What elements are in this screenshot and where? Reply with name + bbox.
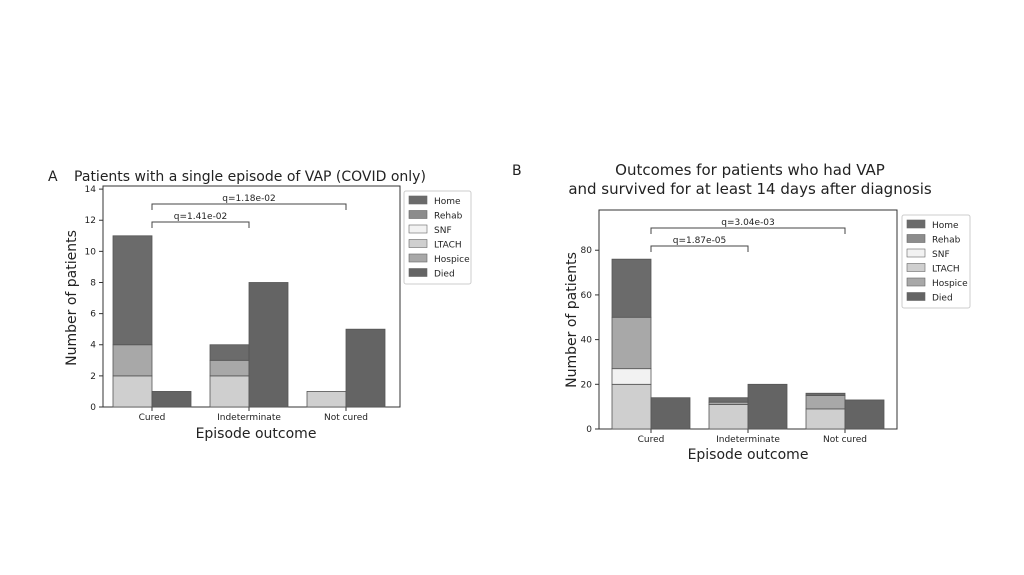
panel-b-bar-cured-ltach <box>611 383 652 430</box>
panel-b-q-value-label: q=3.04e-03 <box>721 218 775 228</box>
panel-a-ytick-label: 4 <box>90 341 96 351</box>
panel-a-legend-label-died: Died <box>434 270 455 280</box>
panel-a: A Patients with a single episode of VAP … <box>48 169 472 442</box>
panel-b-bar-indeterminate-died <box>747 383 788 430</box>
panel-b-legend-swatch-died <box>906 292 926 301</box>
panel-b-ytick-label: 80 <box>581 246 593 256</box>
panel-b-legend-swatch-snf <box>906 248 926 258</box>
panel-a-significance-bracket <box>151 203 347 210</box>
panel-a-ytick-label: 14 <box>85 185 97 195</box>
panel-a-bar-indeterminate-ltach <box>209 375 250 408</box>
panel-a-bar-cured-died <box>151 391 192 408</box>
panel-b-bar-cured-hospice <box>611 316 652 370</box>
panel-b-legend-label-rehab: Rehab <box>932 236 961 246</box>
panel-a-ytick-label: 2 <box>90 372 96 382</box>
panel-a-bar-cured-home <box>112 235 153 346</box>
panel-b-bar-indeterminate-home <box>708 397 749 403</box>
panel-b-bar-indeterminate-ltach <box>708 404 749 430</box>
panel-b-xtick-label-indeterminate: Indeterminate <box>716 435 780 445</box>
panel-a-legend-swatch-died <box>408 268 428 277</box>
panel-a-ytick-label: 0 <box>90 403 96 413</box>
panel-a-legend-label-snf: SNF <box>434 226 452 236</box>
panel-a-legend-label-rehab: Rehab <box>434 212 463 222</box>
panel-b-bar-cured-snf <box>611 368 652 385</box>
panel-a-ytick-label: 6 <box>90 310 96 320</box>
panel-a-bar-not-cured-died <box>345 328 386 408</box>
panel-a-legend-swatch-ltach <box>408 239 428 248</box>
panel-a-ytick-label: 10 <box>85 247 97 257</box>
panel-a-ylabel: Number of patients <box>64 230 80 366</box>
panel-a-legend-swatch-snf <box>408 224 428 234</box>
panel-b-legend-label-home: Home <box>932 221 959 231</box>
panel-b-significance-bracket <box>650 245 749 252</box>
panel-a-bar-indeterminate-hospice <box>209 359 250 377</box>
panel-b-label: B <box>512 163 522 179</box>
panel-a-q-value-label: q=1.18e-02 <box>222 194 276 204</box>
panel-b-ytick-label: 40 <box>581 336 593 346</box>
panel-a-label: A <box>48 169 58 185</box>
panel-b-bar-not-cured-died <box>844 399 885 430</box>
panel-b: B Outcomes for patients who had VAP and … <box>512 161 971 463</box>
panel-a-legend-label-hospice: Hospice <box>434 255 470 265</box>
panel-a-xtick-label-cured: Cured <box>139 413 166 423</box>
panel-a-bar-cured-ltach <box>112 375 153 408</box>
panel-b-ytick-label: 0 <box>586 425 592 435</box>
panel-a-legend-swatch-home <box>408 195 428 205</box>
panel-b-legend-label-hospice: Hospice <box>932 279 968 289</box>
panel-b-plot: 0 20 40 60 80 Cured Indeterminate Not cured q=1.… <box>581 209 971 445</box>
panel-a-xtick-label-indeterminate: Indeterminate <box>217 413 281 423</box>
panel-a-q-value-label: q=1.41e-02 <box>174 212 228 222</box>
panel-b-bar-cured-home <box>611 258 652 318</box>
panel-b-xlabel: Episode outcome <box>688 447 809 463</box>
panel-a-ytick-label: 8 <box>90 278 96 288</box>
panel-a-bar-indeterminate-home <box>209 344 250 361</box>
panel-a-plot: 0 2 4 6 8 10 12 14 Cured Indeterminate Not cured q=… <box>85 185 472 423</box>
panel-b-xtick-label-not-cured: Not cured <box>823 435 867 445</box>
panel-b-q-value-label: q=1.87e-05 <box>673 236 727 246</box>
panel-b-title-line1: Outcomes for patients who had VAP <box>615 161 885 179</box>
panel-a-xtick-label-not-cured: Not cured <box>324 413 368 423</box>
panel-a-bar-indeterminate-died <box>248 282 289 408</box>
panel-b-significance-bracket <box>650 227 846 234</box>
panel-b-legend-swatch-hospice <box>906 277 926 287</box>
panel-a-xlabel: Episode outcome <box>196 426 317 442</box>
panel-b-ytick-label: 60 <box>581 291 593 301</box>
panel-a-legend-swatch-rehab <box>408 210 428 219</box>
panel-a-significance-bracket <box>151 221 250 228</box>
panel-a-bar-not-cured-ltach <box>306 391 347 408</box>
panel-a-legend-swatch-hospice <box>408 253 428 263</box>
panel-b-title-line2: and survived for at least 14 days after … <box>568 180 932 198</box>
panel-a-bar-cured-hospice <box>112 344 153 377</box>
panel-b-legend-swatch-rehab <box>906 234 926 243</box>
panel-b-xtick-label-cured: Cured <box>638 435 665 445</box>
panel-b-ytick-label: 20 <box>581 380 593 390</box>
panel-b-legend-swatch-ltach <box>906 263 926 272</box>
panel-a-legend-label-ltach: LTACH <box>434 241 462 251</box>
panel-b-legend-label-ltach: LTACH <box>932 265 960 275</box>
panel-a-title: Patients with a single episode of VAP (C… <box>74 169 426 185</box>
panel-b-bar-not-cured-home <box>805 392 846 396</box>
panel-a-ytick-label: 12 <box>85 216 96 226</box>
panel-b-ylabel: Number of patients <box>564 252 580 388</box>
panel-b-bar-not-cured-hospice <box>805 395 846 410</box>
panel-b-legend-swatch-home <box>906 219 926 229</box>
panel-a-legend-label-home: Home <box>434 197 461 207</box>
panel-b-bar-not-cured-ltach <box>805 408 846 430</box>
panel-b-legend-label-died: Died <box>932 294 953 304</box>
panel-b-bar-cured-died <box>650 397 691 430</box>
panel-b-legend-label-snf: SNF <box>932 250 950 260</box>
